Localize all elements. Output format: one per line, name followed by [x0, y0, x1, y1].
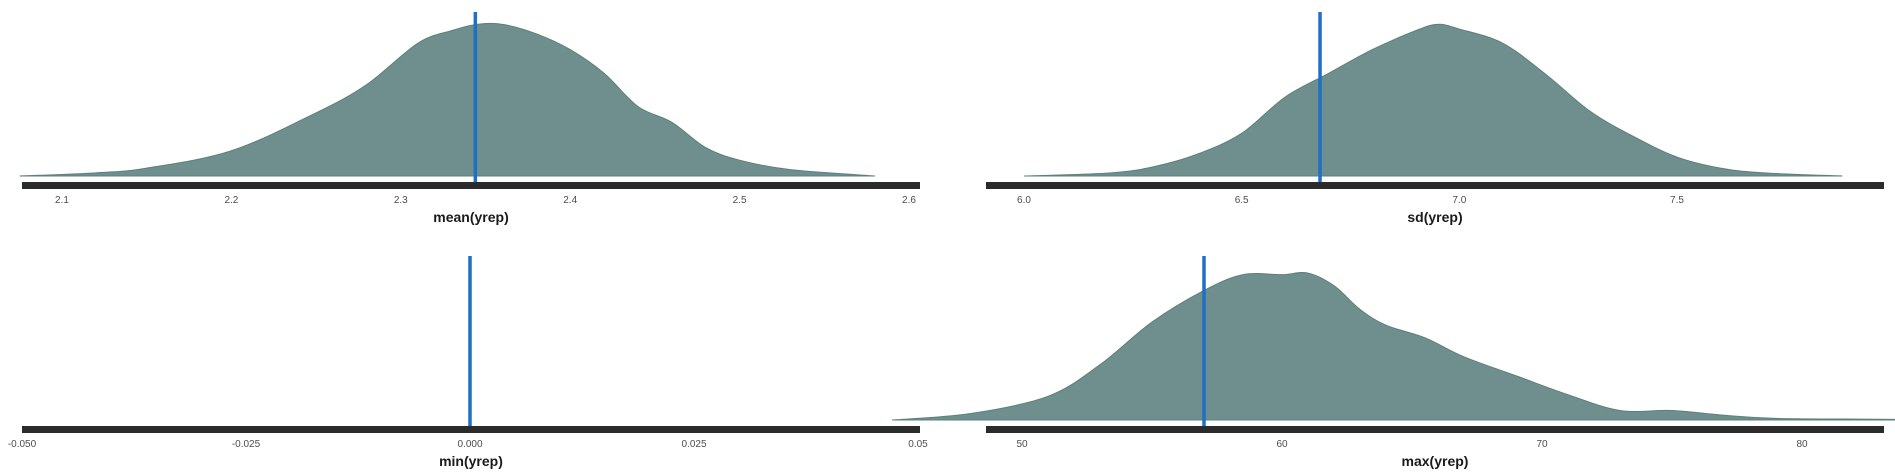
panel-sd-yrep: 6.0 6.5 7.0 7.5 sd(yrep)	[986, 12, 1884, 225]
x-tick-label: 2.2	[224, 195, 238, 206]
x-tick-label: 0.025	[681, 439, 706, 450]
density-area	[19, 22, 876, 177]
x-tick-label: 70	[1536, 439, 1548, 450]
x-tick-label: 2.1	[55, 195, 69, 206]
x-tick-label: -0.025	[232, 439, 261, 450]
x-axis-bar	[22, 426, 920, 433]
x-axis-bar	[986, 182, 1884, 189]
x-tick-label: 6.0	[1017, 195, 1031, 206]
x-tick-label: 2.3	[394, 195, 408, 206]
x-axis-title: max(yrep)	[1402, 453, 1469, 469]
x-axis-title: mean(yrep)	[433, 209, 508, 225]
density-area	[891, 271, 1895, 421]
x-tick-label: 80	[1796, 439, 1808, 450]
panel-min-yrep: -0.050 -0.025 0.000 0.025 0.05 min(yrep)	[8, 256, 928, 469]
x-tick-label: 7.5	[1670, 195, 1684, 206]
x-tick-label: 7.0	[1452, 195, 1466, 206]
panel-max-yrep: 50 60 70 80 max(yrep)	[891, 256, 1895, 469]
x-axis-title: sd(yrep)	[1407, 209, 1462, 225]
density-area	[1023, 23, 1843, 177]
x-axis-bar	[986, 426, 1884, 433]
x-tick-label: 60	[1276, 439, 1288, 450]
x-tick-label: 6.5	[1235, 195, 1249, 206]
x-tick-label: 0.000	[457, 439, 482, 450]
x-tick-label: 0.05	[908, 439, 928, 450]
x-axis-bar	[22, 182, 920, 189]
x-axis-title: min(yrep)	[439, 453, 503, 469]
x-tick-label: 50	[1016, 439, 1028, 450]
x-tick-label: 2.5	[733, 195, 747, 206]
panel-mean-yrep: 2.1 2.2 2.3 2.4 2.5 2.6 mean(yrep)	[19, 12, 920, 225]
x-tick-label: 2.4	[563, 195, 577, 206]
x-tick-label: 2.6	[902, 195, 916, 206]
x-tick-label: -0.050	[8, 439, 37, 450]
